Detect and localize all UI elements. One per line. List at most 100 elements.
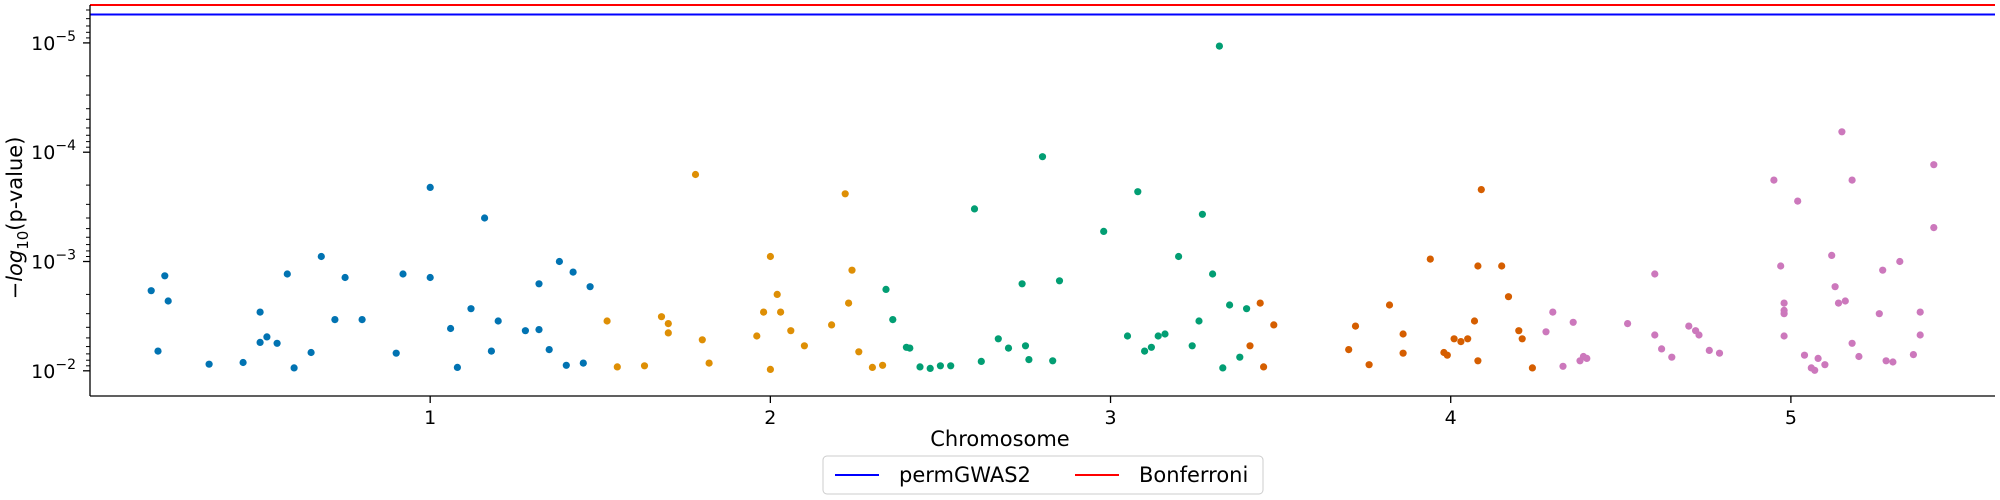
data-point <box>1814 354 1822 362</box>
data-point <box>1161 330 1169 338</box>
data-point <box>1794 197 1802 205</box>
data-point <box>1474 262 1482 270</box>
data-point <box>705 359 713 367</box>
data-point <box>1811 366 1819 374</box>
data-point <box>1147 343 1155 351</box>
data-point <box>657 313 666 321</box>
legend-label: permGWAS2 <box>899 463 1031 487</box>
data-point <box>1780 310 1788 318</box>
legend-label: Bonferroni <box>1139 463 1248 487</box>
data-point <box>1651 270 1659 278</box>
data-point <box>447 324 455 333</box>
data-point <box>1018 280 1026 288</box>
data-point <box>1004 344 1013 352</box>
y-tick-label: 10−5 <box>31 29 76 55</box>
y-ticks: 10−2 10−3 10−4 10−5 <box>31 9 90 383</box>
data-point <box>916 363 924 371</box>
data-point <box>1134 188 1142 196</box>
data-point <box>906 344 914 352</box>
data-point <box>545 346 553 354</box>
data-point <box>1909 351 1917 359</box>
data-point <box>766 252 775 261</box>
data-point <box>307 348 315 357</box>
data-point <box>800 342 809 350</box>
data-point <box>1780 299 1788 307</box>
data-point <box>1399 349 1407 357</box>
data-point <box>426 183 434 191</box>
data-point <box>239 358 247 367</box>
data-point <box>1549 308 1557 316</box>
x-tick-label: 3 <box>1104 407 1116 429</box>
data-point <box>1195 317 1203 325</box>
data-point <box>879 361 887 369</box>
data-point <box>586 283 594 291</box>
data-point <box>1123 332 1132 340</box>
data-point <box>698 336 706 344</box>
data-point <box>555 257 564 266</box>
data-point <box>1498 262 1506 270</box>
data-point <box>947 362 955 370</box>
data-point <box>1470 317 1479 325</box>
data-point <box>487 347 495 355</box>
x-tick-label: 2 <box>764 407 776 429</box>
data-point <box>341 273 349 282</box>
data-point <box>1838 128 1846 136</box>
data-point <box>481 214 489 222</box>
data-point <box>1141 347 1149 355</box>
data-point <box>1399 330 1407 338</box>
data-point <box>1770 176 1778 184</box>
data-point <box>1518 335 1526 343</box>
data-point <box>1855 352 1863 361</box>
data-point <box>868 363 877 371</box>
data-point <box>147 287 155 295</box>
data-point <box>1457 338 1465 346</box>
data-point <box>1821 361 1829 369</box>
data-point <box>494 317 502 325</box>
data-point <box>664 329 672 337</box>
data-point <box>453 363 461 371</box>
y-tick-label: 10−4 <box>31 138 76 164</box>
data-point <box>848 266 856 274</box>
legend: permGWAS2 Bonferroni <box>822 455 1264 495</box>
data-point <box>691 170 700 179</box>
data-point <box>1504 293 1513 301</box>
data-point <box>1875 310 1883 318</box>
data-point <box>263 333 271 341</box>
data-point <box>1930 224 1938 232</box>
data-point <box>1256 299 1264 307</box>
data-point <box>1528 364 1536 372</box>
data-point <box>1715 349 1724 357</box>
data-point <box>1542 328 1550 336</box>
data-point <box>399 270 407 278</box>
x-tick-label: 5 <box>1785 407 1797 429</box>
data-point <box>1226 301 1234 309</box>
data-point <box>562 361 570 369</box>
data-point <box>579 359 587 367</box>
data-point <box>1889 358 1897 366</box>
data-point <box>1583 354 1591 362</box>
data-point <box>1896 257 1904 266</box>
data-point <box>1828 251 1836 259</box>
data-point <box>841 190 849 198</box>
data-point <box>845 299 853 307</box>
data-point <box>1154 332 1162 340</box>
data-points <box>147 42 1938 374</box>
y-tick-label: 10−3 <box>31 248 76 274</box>
data-point <box>1236 353 1244 361</box>
data-point <box>664 320 672 328</box>
data-point <box>970 205 979 213</box>
data-point <box>521 327 530 335</box>
data-point <box>1385 301 1394 309</box>
data-point <box>828 321 836 329</box>
data-point <box>1848 339 1856 347</box>
data-point <box>1841 297 1849 305</box>
data-point <box>855 348 863 356</box>
data-point <box>392 349 400 357</box>
x-ticks: 1 2 3 4 5 <box>424 396 1797 429</box>
data-point <box>1246 342 1254 350</box>
data-point <box>787 327 795 335</box>
data-point <box>1916 308 1924 316</box>
data-point <box>1624 320 1632 328</box>
data-point <box>1021 342 1030 350</box>
